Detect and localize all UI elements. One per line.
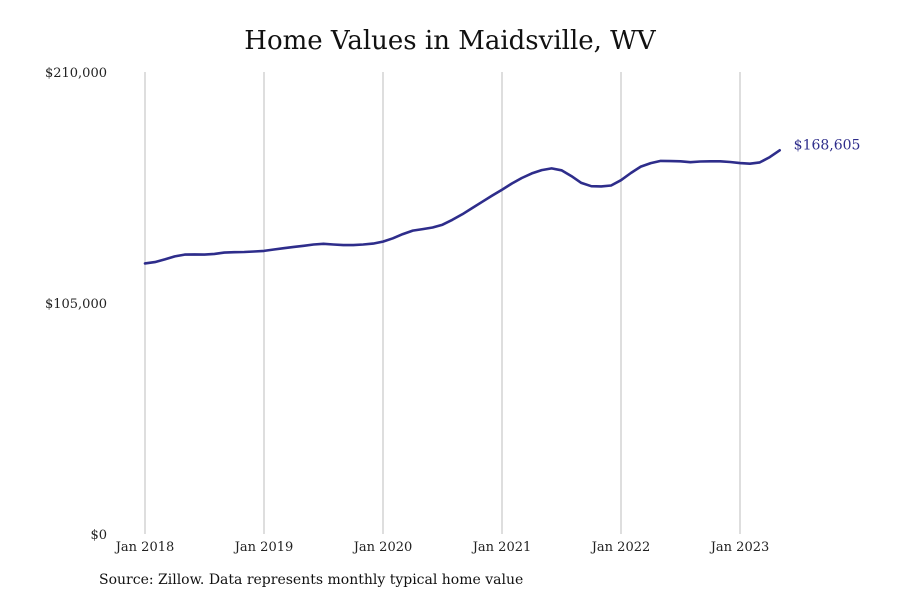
x-tick-label: Jan 2023	[709, 540, 770, 555]
x-tick-label: Jan 2022	[590, 540, 651, 555]
x-axis-ticks: Jan 2018 Jan 2019 Jan 2020 Jan 2021 Jan 2022…	[114, 540, 770, 555]
source-note: Source: Zillow. Data represents monthly …	[99, 572, 524, 588]
grid-lines	[144, 72, 741, 534]
x-tick-label: Jan 2020	[352, 540, 413, 555]
x-tick-label: Jan 2018	[114, 540, 175, 555]
end-value-label: $168,605	[794, 137, 861, 153]
y-tick-label: $210,000	[45, 66, 107, 81]
y-tick-label: $105,000	[45, 297, 107, 312]
y-axis-ticks: $0 $105,000 $210,000	[45, 66, 107, 543]
series-line	[143, 149, 781, 265]
x-tick-label: Jan 2021	[471, 540, 532, 555]
y-tick-label: $0	[90, 528, 107, 543]
x-tick-label: Jan 2019	[233, 540, 294, 555]
chart-title: Home Values in Maidsville, WV	[244, 26, 656, 56]
